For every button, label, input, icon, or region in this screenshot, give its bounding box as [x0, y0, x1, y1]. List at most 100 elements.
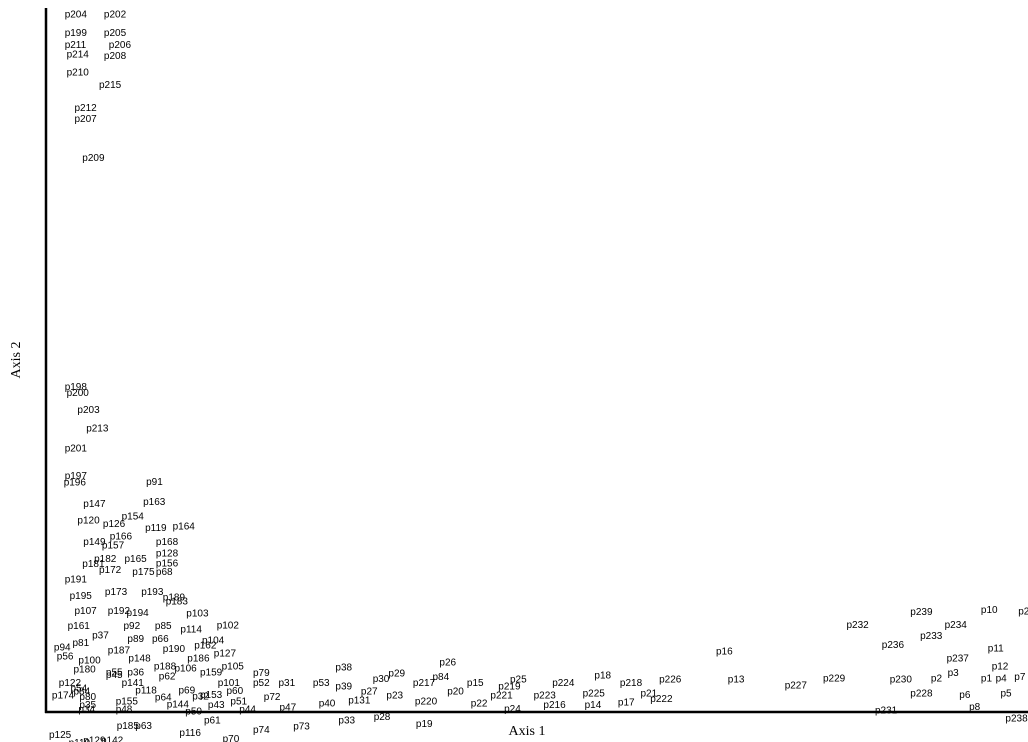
point-label-p163: p163 [143, 497, 166, 508]
point-label-p62: p62 [159, 671, 176, 682]
point-label-p24: p24 [504, 704, 521, 715]
point-label-p84: p84 [74, 687, 91, 698]
point-label-p25: p25 [510, 675, 527, 686]
point-label-p209: p209 [82, 153, 105, 164]
point-label-p144: p144 [167, 699, 190, 710]
point-label-p128: p128 [156, 548, 179, 559]
point-label-p224: p224 [552, 678, 575, 689]
point-label-p106: p106 [175, 663, 198, 674]
point-label-p61: p61 [204, 715, 221, 726]
point-label-p155: p155 [116, 697, 139, 708]
point-label-p103: p103 [186, 609, 209, 620]
point-label-p157: p157 [102, 540, 125, 551]
point-label-p194: p194 [127, 608, 150, 619]
point-label-p116: p116 [179, 728, 201, 739]
point-label-p52: p52 [253, 678, 270, 689]
point-label-p51: p51 [230, 697, 247, 708]
point-label-p29: p29 [388, 669, 405, 680]
point-label-p73: p73 [293, 721, 310, 732]
point-label-p197: p197 [65, 471, 88, 482]
point-label-p129: p129 [83, 736, 106, 742]
point-label-p218: p218 [620, 678, 643, 689]
point-label-p195: p195 [70, 591, 93, 602]
point-label-p227: p227 [785, 681, 808, 692]
point-label-p92: p92 [124, 621, 141, 632]
point-label-p107: p107 [75, 606, 98, 617]
point-label-p120: p120 [77, 516, 100, 527]
point-label-p3: p3 [948, 668, 960, 679]
point-label-p141: p141 [122, 678, 145, 689]
point-label-p206: p206 [109, 40, 132, 51]
point-label-p26: p26 [439, 657, 456, 668]
point-label-p225: p225 [583, 689, 606, 700]
point-label-p119: p119 [145, 523, 167, 534]
point-label-p222: p222 [650, 694, 673, 705]
point-label-p13: p13 [728, 675, 745, 686]
point-label-p127: p127 [214, 649, 237, 660]
point-label-p105: p105 [222, 661, 245, 672]
point-label-p232: p232 [847, 620, 870, 631]
point-label-p154: p154 [122, 512, 145, 523]
point-label-p200: p200 [67, 388, 90, 399]
point-label-p149: p149 [83, 537, 106, 548]
point-label-p48: p48 [116, 705, 133, 716]
point-label-p114: p114 [180, 625, 202, 636]
point-label-p216: p216 [543, 700, 566, 711]
point-label-p199: p199 [65, 28, 88, 39]
point-label-p233: p233 [920, 631, 943, 642]
point-label-p183: p183 [166, 597, 189, 608]
point-label-p101: p101 [218, 678, 241, 689]
point-label-p16: p16 [716, 647, 733, 658]
point-label-p210: p210 [67, 68, 90, 79]
point-label-p5: p5 [1001, 689, 1013, 700]
point-label-p35: p35 [79, 700, 96, 711]
point-label-p142: p142 [101, 736, 124, 742]
point-label-p220: p220 [415, 697, 438, 708]
point-label-p17: p17 [618, 697, 635, 708]
point-label-p238: p238 [1005, 713, 1028, 724]
point-label-p189: p189 [163, 593, 186, 604]
point-label-p43: p43 [208, 700, 225, 711]
point-label-p211: p211 [65, 40, 87, 51]
point-label-p221: p221 [490, 691, 513, 702]
point-label-p168: p168 [156, 537, 179, 548]
point-label-p202: p202 [104, 9, 127, 20]
point-label-p208: p208 [104, 51, 127, 62]
point-label-p38: p38 [335, 663, 352, 674]
point-label-p68: p68 [156, 567, 173, 578]
point-label-p81: p81 [73, 638, 90, 649]
point-label-p162: p162 [194, 641, 217, 652]
point-label-p207: p207 [75, 114, 98, 125]
point-label-p126: p126 [103, 519, 126, 530]
point-label-p22: p22 [471, 699, 488, 710]
point-label-p223: p223 [534, 691, 557, 702]
point-label-p185: p185 [117, 721, 140, 732]
point-label-p70: p70 [223, 734, 240, 742]
point-label-p10: p10 [981, 605, 998, 616]
point-label-p191: p191 [65, 575, 88, 586]
point-label-p217: p217 [413, 678, 436, 689]
point-label-p214: p214 [67, 49, 90, 60]
point-label-p31: p31 [279, 678, 296, 689]
point-label-p198: p198 [65, 382, 88, 393]
point-label-p6: p6 [959, 690, 971, 701]
point-label-p28: p28 [374, 712, 391, 723]
point-label-p44: p44 [239, 705, 256, 716]
point-label-p30: p30 [373, 674, 390, 685]
point-label-p74: p74 [253, 725, 270, 736]
point-label-p60: p60 [227, 686, 244, 697]
point-label-p23: p23 [386, 691, 403, 702]
point-label-p56: p56 [57, 651, 74, 662]
point-label-p39: p39 [335, 681, 352, 692]
point-label-p110: p110 [69, 738, 91, 742]
point-label-p161: p161 [68, 621, 91, 632]
point-label-p205: p205 [104, 28, 127, 39]
point-label-p4: p4 [996, 673, 1008, 684]
point-label-p104: p104 [202, 635, 225, 646]
point-label-p175: p175 [132, 567, 155, 578]
point-label-p55: p55 [106, 667, 123, 678]
point-label-p7: p7 [1014, 672, 1026, 683]
point-label-p21: p21 [641, 689, 658, 700]
point-label-p33: p33 [338, 715, 355, 726]
point-label-p186: p186 [187, 653, 210, 664]
